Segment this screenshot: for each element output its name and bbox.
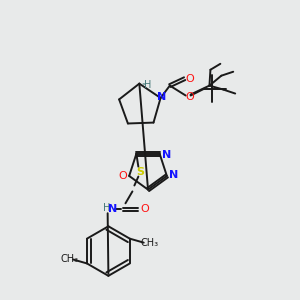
Text: H: H	[103, 203, 110, 213]
Text: O: O	[140, 204, 149, 214]
Text: S: S	[136, 167, 144, 177]
Text: H: H	[144, 80, 151, 90]
Text: N: N	[157, 92, 166, 102]
Text: O: O	[119, 171, 128, 181]
Text: CH₃: CH₃	[60, 254, 78, 265]
Text: N: N	[108, 204, 117, 214]
Text: N: N	[162, 150, 171, 160]
Text: O: O	[185, 92, 194, 101]
Text: CH₃: CH₃	[141, 238, 159, 248]
Text: O: O	[185, 74, 194, 84]
Text: N: N	[169, 170, 178, 180]
